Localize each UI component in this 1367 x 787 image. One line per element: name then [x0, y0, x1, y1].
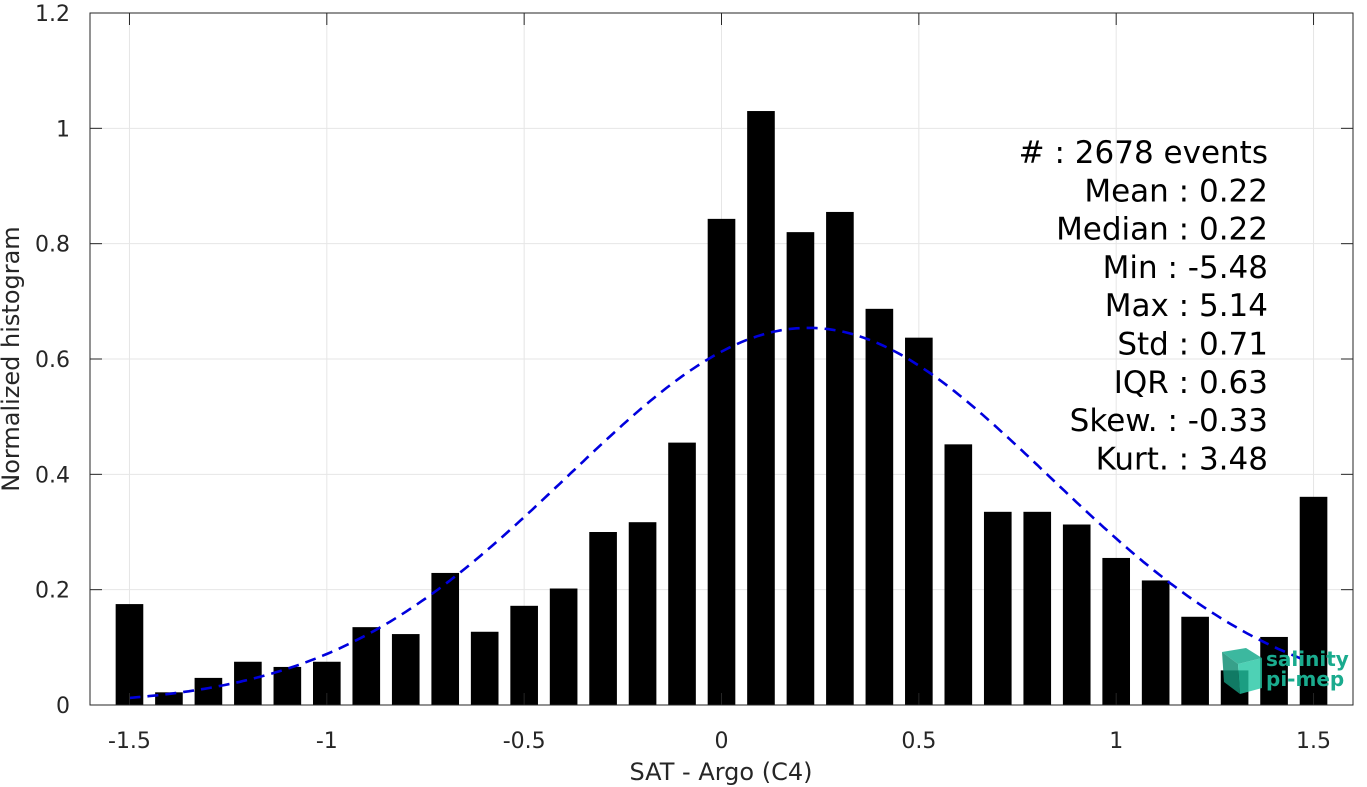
bar [628, 522, 657, 705]
x-tick-label: 1 [1109, 729, 1123, 754]
x-tick-label: 0 [715, 729, 729, 754]
x-axis-label: SAT - Argo (C4) [630, 758, 813, 786]
x-tick-label: -1 [316, 729, 338, 754]
x-tick-label: -0.5 [503, 729, 546, 754]
bar [115, 604, 144, 705]
y-tick-label: 1.2 [35, 2, 70, 27]
stat-line: Max : 5.14 [1105, 288, 1268, 324]
bar [391, 634, 420, 705]
bar [905, 337, 933, 705]
bar [826, 211, 854, 705]
bar [273, 666, 302, 705]
y-tick-label: 0.2 [35, 579, 70, 604]
bar [155, 692, 183, 705]
y-tick-label: 0 [56, 694, 70, 719]
stat-line: Std : 0.71 [1117, 327, 1268, 363]
x-tick-label: 1.5 [1296, 729, 1331, 754]
bar [865, 308, 894, 705]
bar [1299, 496, 1328, 705]
bar [589, 532, 617, 705]
y-tick-label: 0.8 [35, 233, 70, 258]
bar [944, 444, 973, 705]
bar [510, 605, 538, 705]
bar [1023, 511, 1052, 705]
bar [1260, 636, 1288, 705]
bar [1062, 524, 1091, 705]
bar [431, 572, 460, 705]
bar [194, 677, 223, 705]
plot-axes [89, 12, 1354, 706]
histogram-bars [115, 111, 1328, 706]
bar [1181, 616, 1209, 705]
x-tick-label: 0.5 [901, 729, 936, 754]
bar [747, 111, 775, 706]
y-tick-label: 1 [56, 117, 70, 142]
bar [668, 442, 696, 705]
y-tick-labels: 0 0.2 0.4 0.6 0.8 1 1.2 [35, 2, 70, 719]
stat-line: IQR : 0.63 [1114, 365, 1268, 401]
x-tick-label: -1.5 [108, 729, 151, 754]
bar [786, 232, 815, 705]
logo-cube-icon [1222, 648, 1262, 694]
bar [470, 631, 499, 705]
gaussian-fit-line [129, 326, 1307, 700]
bar [549, 588, 578, 705]
stat-line: # : 2678 events [1019, 135, 1268, 171]
stat-line: Median : 0.22 [1056, 212, 1268, 248]
bar [983, 511, 1012, 705]
bar [1141, 580, 1170, 705]
stat-line: Kurt. : 3.48 [1096, 441, 1268, 477]
bar [1102, 557, 1131, 705]
bar [707, 218, 736, 705]
stat-line: Mean : 0.22 [1084, 173, 1268, 209]
x-tick-labels: -1.5 -1 -0.5 0 0.5 1 1.5 [108, 729, 1331, 754]
y-tick-label: 0.6 [35, 348, 70, 373]
y-tick-label: 0.4 [35, 463, 70, 488]
salinity-pimep-logo: salinity pi-mep [1222, 647, 1349, 694]
y-axis-label: Normalized histogram [0, 226, 25, 491]
stat-line: Min : -5.48 [1103, 250, 1268, 286]
logo-text-line2: pi-mep [1266, 667, 1344, 691]
logo-text-line1: salinity [1266, 647, 1349, 671]
stat-line: Skew. : -0.33 [1070, 403, 1268, 439]
